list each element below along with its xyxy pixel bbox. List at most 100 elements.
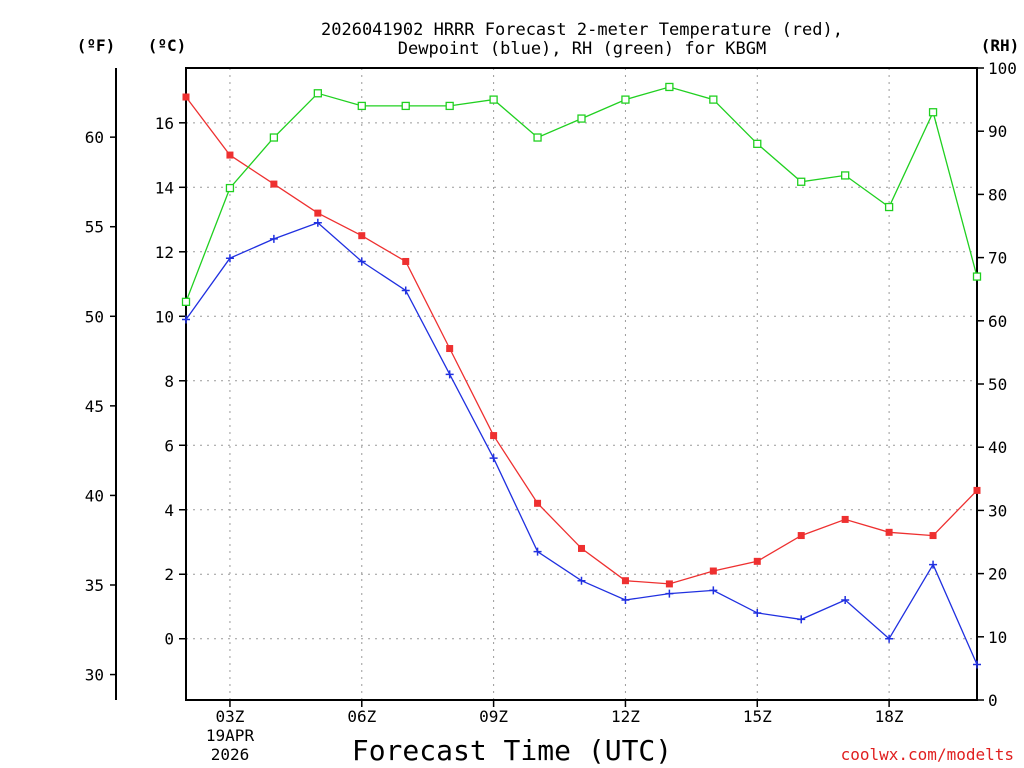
temperature-point — [973, 486, 981, 494]
temperature-point — [578, 544, 585, 552]
grid — [186, 68, 977, 700]
fahrenheit-tick-label: 45 — [85, 397, 104, 416]
temperature-line — [185, 96, 978, 585]
dewpoint-point — [182, 315, 190, 324]
rh-tick-label: 60 — [988, 312, 1007, 331]
x-tick-label-09Z: 09Z — [479, 707, 508, 726]
celsius-tick-label: 0 — [164, 630, 174, 649]
series-layer — [181, 82, 982, 669]
dewpoint-point — [533, 547, 542, 556]
rh-point — [357, 101, 366, 111]
temperature-point — [841, 515, 849, 523]
date-label-month: 19APR — [206, 726, 255, 745]
fahrenheit-tick-label: 55 — [85, 218, 104, 237]
rh-point — [533, 133, 542, 142]
celsius-tick-label: 14 — [155, 178, 174, 197]
rh-point — [928, 108, 938, 117]
dewpoint-point — [709, 586, 718, 595]
temperature-point — [182, 93, 190, 101]
rh-point — [884, 202, 894, 212]
x-tick-label-15Z: 15Z — [743, 707, 772, 726]
temperature-point — [753, 557, 761, 565]
temperature-point — [358, 232, 366, 240]
temperature-point — [534, 499, 542, 507]
temperature-point — [885, 528, 893, 536]
temperature-point — [270, 180, 278, 188]
temperature-point — [621, 577, 629, 585]
dewpoint-point — [225, 254, 234, 263]
temperature-point — [314, 209, 322, 217]
fahrenheit-tick-label: 30 — [85, 666, 104, 685]
fahrenheit-tick-label: 35 — [85, 576, 104, 595]
dewpoint-point — [885, 634, 894, 643]
rh-point — [577, 114, 586, 123]
dewpoint-point — [753, 608, 762, 617]
x-tick-label-03Z: 03Z — [215, 707, 244, 726]
dewpoint-point — [269, 234, 278, 243]
dewpoint-point — [489, 454, 498, 463]
temperature-point — [446, 345, 454, 353]
temperature-point — [226, 151, 234, 159]
source-credit: coolwx.com/modelts — [841, 745, 1014, 764]
rh-tick-label: 50 — [988, 375, 1007, 394]
fahrenheit-tick-label: 60 — [85, 128, 104, 147]
date-label-year: 2026 — [211, 745, 250, 764]
temperature-point — [709, 567, 717, 575]
rh-point — [753, 139, 762, 148]
celsius-tick-label: 2 — [164, 565, 174, 584]
celsius-tick-label: 6 — [164, 436, 174, 455]
rh-tick-label: 70 — [988, 249, 1007, 268]
dewpoint-point — [797, 615, 806, 624]
rh-point — [665, 82, 674, 92]
dewpoint-point — [313, 218, 322, 227]
temperature-point — [490, 432, 498, 440]
plot-frame — [185, 67, 978, 701]
fahrenheit-tick-label: 50 — [85, 307, 104, 326]
dewpoint-point — [357, 257, 366, 266]
temperature-point — [402, 257, 410, 265]
fahrenheit-tick-label: 40 — [85, 486, 104, 505]
rh-point — [225, 183, 235, 193]
celsius-tick-label: 4 — [164, 501, 174, 520]
rh-point — [489, 95, 498, 104]
rh-point — [972, 272, 982, 281]
rh-point — [445, 101, 454, 111]
rh-unit-label: (RH) — [981, 36, 1020, 55]
rh-point — [709, 95, 718, 104]
rh-point — [181, 297, 191, 306]
rh-tick-label: 30 — [988, 501, 1007, 520]
rh-tick-label: 20 — [988, 565, 1007, 584]
dewpoint-line — [185, 222, 978, 665]
rh-point — [621, 95, 630, 104]
rh-point — [313, 89, 322, 98]
dewpoint-point — [973, 660, 981, 669]
x-tick-label-12Z: 12Z — [611, 707, 640, 726]
dewpoint-point — [665, 589, 674, 598]
rh-tick-label: 80 — [988, 185, 1007, 204]
axes: 03Z 06Z 09Z 12Z 15Z 18Z 0 2 4 6 8 10 12 14 16 30 35 40 45 5… — [85, 59, 1017, 726]
dewpoint-point — [841, 596, 850, 605]
chart-title-line2: Dewpoint (blue), RH (green) for KBGM — [398, 39, 766, 59]
dewpoint-point — [445, 370, 454, 379]
rh-point — [401, 101, 410, 111]
dewpoint-point — [577, 576, 586, 585]
temperature-point — [665, 580, 673, 588]
celsius-tick-label: 12 — [155, 243, 174, 262]
rh-point — [269, 133, 279, 142]
chart-title-line1: 2026041902 HRRR Forecast 2-meter Tempera… — [321, 20, 843, 40]
x-axis-label: Forecast Time (UTC) — [352, 734, 672, 767]
dewpoint-point — [401, 286, 410, 295]
temperature-point — [797, 532, 805, 540]
rh-point — [797, 177, 806, 186]
celsius-tick-label: 8 — [164, 372, 174, 391]
rh-point — [841, 171, 850, 180]
x-tick-label-06Z: 06Z — [347, 707, 376, 726]
rh-tick-label: 100 — [988, 59, 1017, 78]
rh-tick-label: 10 — [988, 628, 1007, 647]
celsius-unit-label: (ºC) — [148, 36, 187, 55]
temperature-point — [929, 532, 937, 540]
celsius-tick-label: 10 — [155, 307, 174, 326]
rh-tick-label: 40 — [988, 438, 1007, 457]
rh-tick-label: 90 — [988, 122, 1007, 141]
